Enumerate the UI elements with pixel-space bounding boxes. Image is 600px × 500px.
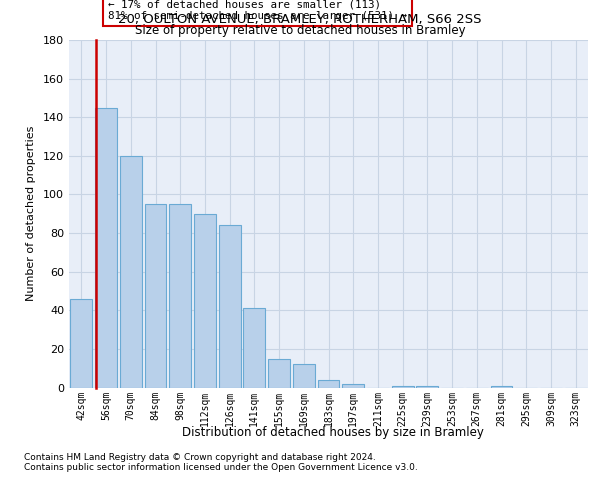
Text: Distribution of detached houses by size in Bramley: Distribution of detached houses by size … bbox=[182, 426, 484, 439]
Bar bbox=[268, 358, 290, 388]
Y-axis label: Number of detached properties: Number of detached properties bbox=[26, 126, 36, 302]
Bar bbox=[194, 214, 216, 388]
Bar bbox=[343, 384, 364, 388]
Bar bbox=[70, 298, 92, 388]
Bar bbox=[169, 204, 191, 388]
Text: Contains public sector information licensed under the Open Government Licence v3: Contains public sector information licen… bbox=[24, 464, 418, 472]
Bar bbox=[219, 226, 241, 388]
Bar bbox=[120, 156, 142, 388]
Text: 20, OULTON AVENUE, BRAMLEY, ROTHERHAM, S66 2SS: 20, OULTON AVENUE, BRAMLEY, ROTHERHAM, S… bbox=[118, 12, 482, 26]
Bar bbox=[317, 380, 340, 388]
Bar bbox=[293, 364, 314, 388]
Text: Contains HM Land Registry data © Crown copyright and database right 2024.: Contains HM Land Registry data © Crown c… bbox=[24, 454, 376, 462]
Bar bbox=[244, 308, 265, 388]
Text: 20 OULTON AVENUE: 65sqm
← 17% of detached houses are smaller (113)
81% of semi-d: 20 OULTON AVENUE: 65sqm ← 17% of detache… bbox=[108, 0, 407, 21]
Bar bbox=[392, 386, 413, 388]
Bar bbox=[145, 204, 166, 388]
Bar bbox=[491, 386, 512, 388]
Bar bbox=[95, 108, 117, 388]
Text: Size of property relative to detached houses in Bramley: Size of property relative to detached ho… bbox=[134, 24, 466, 37]
Bar bbox=[416, 386, 438, 388]
